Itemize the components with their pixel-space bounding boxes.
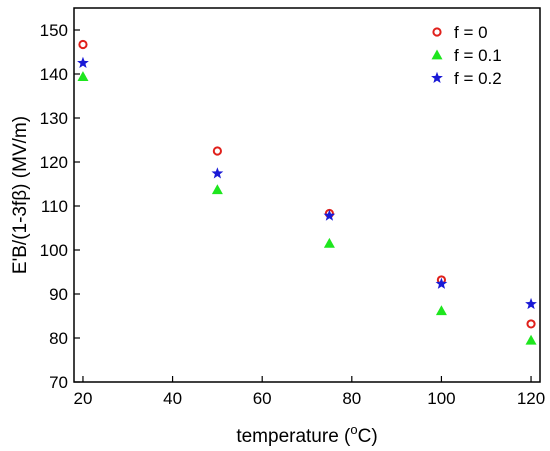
data-point	[435, 305, 447, 316]
data-point	[211, 167, 224, 179]
data-point	[323, 237, 335, 248]
x-tick-label: 60	[253, 389, 272, 408]
data-point	[77, 71, 89, 82]
x-tick-label: 40	[163, 389, 182, 408]
y-tick-label: 120	[40, 153, 68, 172]
y-tick-label: 90	[49, 285, 68, 304]
legend-marker	[432, 27, 442, 37]
x-axis-title: temperature (oC)	[236, 422, 377, 447]
y-tick-label: 80	[49, 329, 68, 348]
x-tick-label: 20	[74, 389, 93, 408]
data-point	[435, 277, 448, 289]
x-tick-label: 120	[517, 389, 545, 408]
data-point	[78, 39, 88, 50]
legend-label: f = 0	[454, 23, 488, 42]
y-tick-label: 110	[41, 197, 68, 216]
legend-marker	[431, 71, 443, 84]
x-axis-title-superscript: o	[350, 422, 357, 437]
plot-frame	[73, 7, 541, 383]
legend: f = 0 f = 0.1 f = 0.2	[431, 23, 502, 88]
y-tick-label: 100	[40, 241, 68, 260]
axes: 20 40 60 80 100 120 70 80 90 100 110 120 130 140 150	[40, 21, 546, 408]
x-tick-label: 100	[427, 389, 455, 408]
data-point	[525, 297, 537, 310]
data-marks	[77, 39, 537, 345]
x-tick-label: 80	[342, 389, 361, 408]
data-point	[77, 56, 89, 69]
y-tick-label: 70	[49, 373, 68, 392]
y-tick-label: 140	[40, 65, 68, 84]
data-point	[525, 334, 537, 345]
data-point	[212, 146, 222, 156]
legend-marker	[431, 49, 443, 60]
series-f-0-1	[77, 71, 537, 345]
legend-label: f = 0.2	[454, 69, 502, 88]
y-tick-label: 130	[40, 109, 68, 128]
data-point	[323, 209, 336, 221]
y-axis-title: E'B/(1-3fβ) (MV/m)	[10, 116, 31, 274]
data-point	[526, 319, 536, 329]
legend-label: f = 0.1	[454, 46, 502, 65]
series-f-0-2	[77, 56, 537, 310]
data-point	[211, 184, 223, 195]
y-tick-label: 150	[40, 21, 68, 40]
